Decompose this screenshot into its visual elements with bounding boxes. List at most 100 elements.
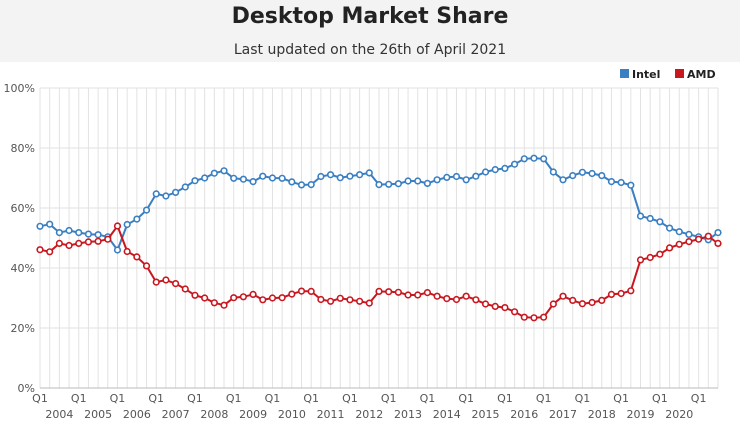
data-point-intel[interactable] xyxy=(297,181,306,189)
data-point-intel[interactable] xyxy=(239,175,247,183)
data-point-intel[interactable] xyxy=(549,168,557,176)
data-point-amd[interactable] xyxy=(452,295,461,304)
data-point-intel[interactable] xyxy=(491,166,499,174)
data-point-intel[interactable] xyxy=(288,178,296,186)
data-point-amd[interactable] xyxy=(540,313,548,321)
data-point-amd[interactable] xyxy=(46,248,54,256)
data-point-intel[interactable] xyxy=(220,167,228,175)
data-point-intel[interactable] xyxy=(278,174,286,182)
data-point-amd[interactable] xyxy=(665,244,674,252)
data-point-intel[interactable] xyxy=(259,172,267,180)
data-point-amd[interactable] xyxy=(123,247,131,256)
data-point-intel[interactable] xyxy=(142,206,151,214)
data-point-amd[interactable] xyxy=(530,314,538,322)
data-point-intel[interactable] xyxy=(123,220,131,229)
data-point-amd[interactable] xyxy=(375,287,383,296)
data-point-intel[interactable] xyxy=(501,164,509,172)
data-point-amd[interactable] xyxy=(356,297,364,305)
data-point-amd[interactable] xyxy=(569,296,577,305)
data-point-amd[interactable] xyxy=(462,292,470,300)
data-point-amd[interactable] xyxy=(55,239,63,247)
data-point-amd[interactable] xyxy=(617,289,625,298)
data-point-intel[interactable] xyxy=(443,173,451,181)
data-point-amd[interactable] xyxy=(588,298,596,307)
data-point-intel[interactable] xyxy=(665,224,674,232)
data-point-amd[interactable] xyxy=(326,297,335,305)
data-point-amd[interactable] xyxy=(317,295,325,304)
data-point-amd[interactable] xyxy=(268,294,277,302)
data-point-amd[interactable] xyxy=(404,291,412,299)
data-point-amd[interactable] xyxy=(520,313,528,321)
data-point-amd[interactable] xyxy=(627,287,635,295)
data-point-intel[interactable] xyxy=(191,177,199,185)
data-point-intel[interactable] xyxy=(36,222,44,230)
data-point-intel[interactable] xyxy=(46,220,54,228)
data-point-amd[interactable] xyxy=(210,299,218,307)
data-point-intel[interactable] xyxy=(356,171,364,179)
data-point-amd[interactable] xyxy=(598,296,606,305)
data-point-amd[interactable] xyxy=(297,287,306,295)
data-point-intel[interactable] xyxy=(268,174,277,182)
data-point-amd[interactable] xyxy=(288,290,296,298)
data-point-amd[interactable] xyxy=(578,300,587,308)
data-point-amd[interactable] xyxy=(714,239,722,247)
data-point-intel[interactable] xyxy=(433,176,441,184)
data-point-amd[interactable] xyxy=(491,302,499,311)
data-point-amd[interactable] xyxy=(433,292,441,300)
data-point-intel[interactable] xyxy=(540,155,548,163)
data-point-intel[interactable] xyxy=(530,154,538,162)
data-point-amd[interactable] xyxy=(636,256,645,264)
data-point-amd[interactable] xyxy=(443,295,451,303)
data-point-intel[interactable] xyxy=(617,178,625,187)
data-point-intel[interactable] xyxy=(714,229,722,237)
data-point-amd[interactable] xyxy=(559,292,567,300)
data-point-intel[interactable] xyxy=(375,181,383,189)
data-point-intel[interactable] xyxy=(656,218,664,226)
legend-item-amd[interactable]: AMD xyxy=(675,68,716,81)
data-point-amd[interactable] xyxy=(675,240,683,248)
data-point-amd[interactable] xyxy=(36,246,44,254)
data-point-intel[interactable] xyxy=(133,215,141,223)
data-point-intel[interactable] xyxy=(472,172,480,180)
data-point-intel[interactable] xyxy=(423,179,432,187)
data-point-amd[interactable] xyxy=(278,294,286,302)
data-point-intel[interactable] xyxy=(385,180,393,188)
chart-legend[interactable]: Intel AMD xyxy=(620,68,716,81)
data-point-amd[interactable] xyxy=(414,291,422,299)
data-point-amd[interactable] xyxy=(656,250,664,258)
data-point-intel[interactable] xyxy=(414,177,422,185)
data-point-intel[interactable] xyxy=(578,168,587,176)
data-point-amd[interactable] xyxy=(172,280,180,288)
data-point-amd[interactable] xyxy=(230,294,238,302)
data-point-intel[interactable] xyxy=(65,226,73,235)
data-point-intel[interactable] xyxy=(152,190,160,198)
data-point-intel[interactable] xyxy=(481,168,490,176)
data-point-amd[interactable] xyxy=(704,232,712,240)
data-point-intel[interactable] xyxy=(94,231,102,239)
data-point-amd[interactable] xyxy=(307,287,315,296)
data-point-intel[interactable] xyxy=(55,229,63,237)
data-point-amd[interactable] xyxy=(181,285,189,293)
data-point-amd[interactable] xyxy=(549,300,557,308)
data-point-intel[interactable] xyxy=(394,180,402,188)
data-point-amd[interactable] xyxy=(65,241,73,250)
data-point-intel[interactable] xyxy=(365,169,373,177)
data-point-amd[interactable] xyxy=(84,238,93,246)
data-point-intel[interactable] xyxy=(84,230,93,238)
data-point-intel[interactable] xyxy=(627,181,635,189)
data-point-intel[interactable] xyxy=(462,176,470,184)
data-point-amd[interactable] xyxy=(423,289,432,297)
data-point-intel[interactable] xyxy=(336,174,344,182)
data-point-amd[interactable] xyxy=(152,278,160,286)
data-point-amd[interactable] xyxy=(472,296,480,304)
data-point-amd[interactable] xyxy=(162,276,170,284)
data-point-amd[interactable] xyxy=(646,253,654,262)
data-point-amd[interactable] xyxy=(75,239,83,247)
data-point-intel[interactable] xyxy=(249,178,257,186)
data-point-amd[interactable] xyxy=(501,304,509,312)
data-point-intel[interactable] xyxy=(559,176,567,184)
data-point-amd[interactable] xyxy=(201,294,209,302)
data-point-intel[interactable] xyxy=(404,177,412,185)
data-point-amd[interactable] xyxy=(385,288,393,296)
data-point-intel[interactable] xyxy=(569,172,577,180)
